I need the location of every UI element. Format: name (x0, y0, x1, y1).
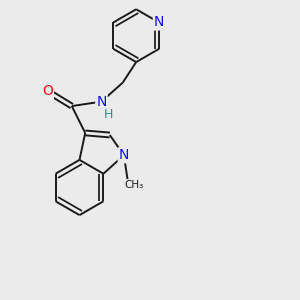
Text: N: N (154, 16, 164, 29)
Text: N: N (119, 148, 129, 162)
Text: N: N (96, 94, 106, 109)
Text: CH₃: CH₃ (124, 180, 143, 190)
Text: H: H (103, 108, 113, 121)
Text: O: O (42, 84, 53, 98)
